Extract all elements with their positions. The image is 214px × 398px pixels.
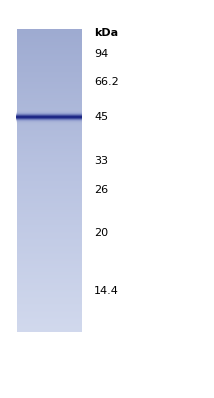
Text: 26: 26 xyxy=(94,185,108,195)
Text: 94: 94 xyxy=(94,49,108,59)
Text: 20: 20 xyxy=(94,228,108,238)
Text: 14.4: 14.4 xyxy=(94,285,119,296)
Text: 66.2: 66.2 xyxy=(94,76,119,87)
Text: kDa: kDa xyxy=(94,27,118,38)
Text: 45: 45 xyxy=(94,111,108,122)
Text: 33: 33 xyxy=(94,156,108,166)
